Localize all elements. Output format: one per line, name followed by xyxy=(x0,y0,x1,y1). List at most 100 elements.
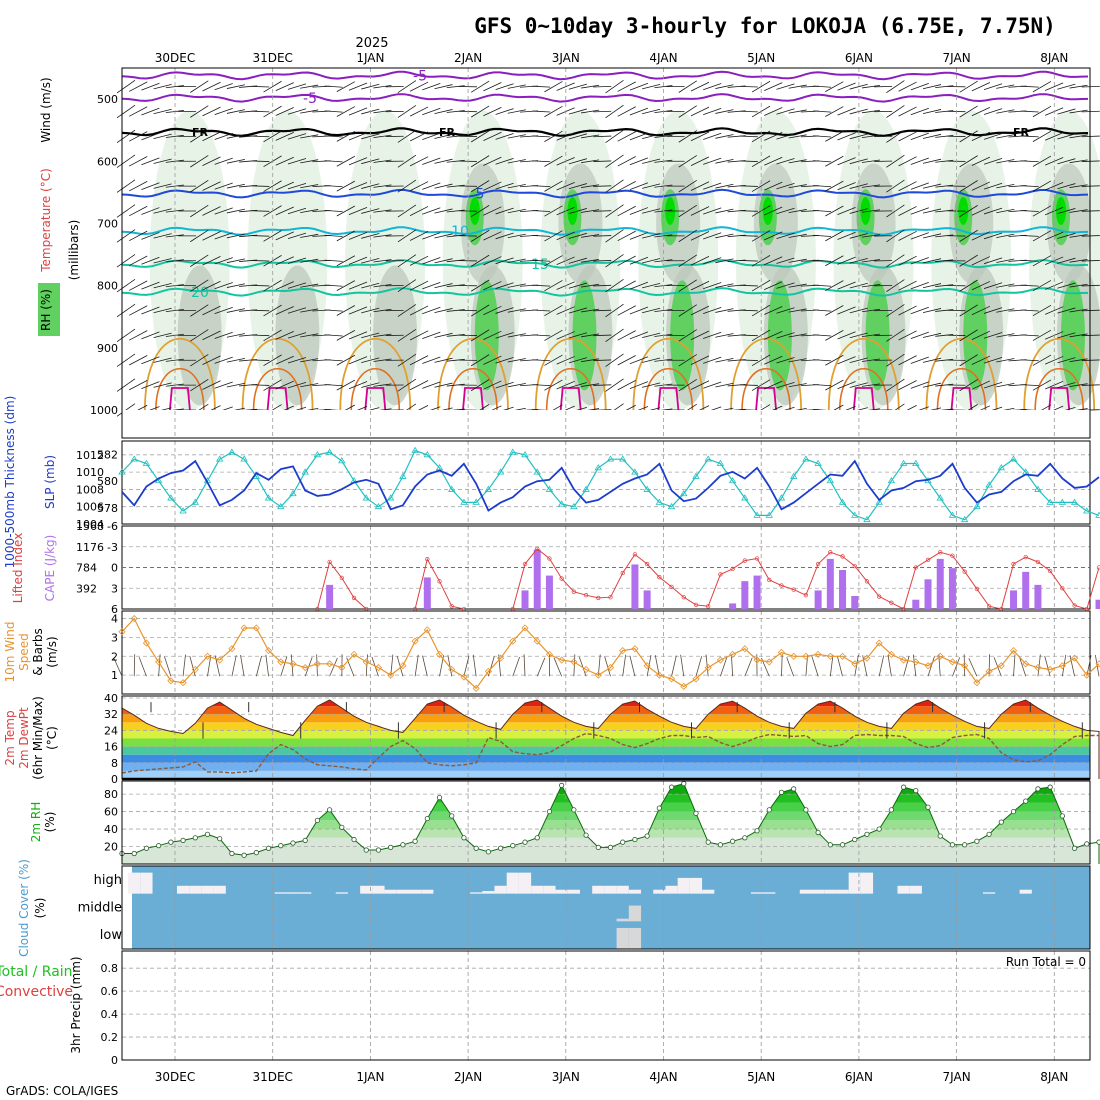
wind-barb-10m xyxy=(422,655,428,677)
dewpoint-line xyxy=(121,732,1099,774)
wind-barb xyxy=(532,284,551,287)
wind-barb xyxy=(153,233,172,239)
wind-barb xyxy=(715,84,734,89)
wind-speed-point xyxy=(643,662,651,670)
wind-barb xyxy=(922,183,942,189)
wind-barb xyxy=(1020,259,1039,262)
wind-barb xyxy=(751,230,771,242)
wind-barb xyxy=(470,155,490,168)
wind-barb xyxy=(409,230,429,241)
cape-bar xyxy=(423,577,431,609)
wind-barb xyxy=(397,254,417,268)
wind-barb xyxy=(202,81,221,92)
wind-barb xyxy=(251,135,270,138)
wind-barb xyxy=(190,130,209,143)
wind-barb xyxy=(764,281,783,291)
isotherm-arc xyxy=(559,387,582,411)
wind-barb xyxy=(348,207,368,216)
wind-barb xyxy=(617,106,636,117)
wind-barb xyxy=(275,256,294,266)
wind-barb-10m xyxy=(536,657,546,677)
wind-barb xyxy=(544,255,563,267)
isotherm-line xyxy=(121,93,1089,103)
rh-point xyxy=(949,842,956,848)
temp-line xyxy=(121,699,1100,779)
wind-barb xyxy=(910,207,929,215)
slp-point xyxy=(936,494,944,501)
wind-barb xyxy=(605,378,624,392)
wind-barb-10m xyxy=(1061,654,1067,677)
wind-speed-point xyxy=(973,679,981,687)
li-point xyxy=(767,577,772,583)
wind-barb-10m xyxy=(523,654,526,677)
wind-barb xyxy=(470,229,490,242)
tick-label: 3 xyxy=(111,631,118,644)
slp-point xyxy=(753,511,761,518)
wind-barb-10m xyxy=(731,654,734,677)
rh-area xyxy=(963,280,988,391)
wind-barb xyxy=(190,229,209,243)
wind-barb xyxy=(825,305,844,316)
wind-barb xyxy=(568,357,587,364)
rh-band xyxy=(122,829,1090,838)
slp-point xyxy=(1083,507,1091,514)
wind-barb xyxy=(568,83,587,90)
wind-barb xyxy=(568,133,587,140)
wind-barb xyxy=(397,129,417,143)
wind-barb xyxy=(776,232,795,240)
rh-point xyxy=(388,844,394,851)
wind-barb xyxy=(849,183,868,189)
rh-point xyxy=(571,807,577,813)
wind-barb xyxy=(605,179,624,193)
wind-speed-point xyxy=(814,650,822,658)
wind-barb xyxy=(1069,159,1088,164)
date-label-top: 30DEC xyxy=(155,51,195,65)
wind-barb-10m xyxy=(189,655,196,677)
wind-barb xyxy=(971,355,991,365)
slp-point xyxy=(619,455,627,462)
wind-barb xyxy=(788,159,807,164)
rh-point xyxy=(314,817,320,823)
cloud-bar-high xyxy=(274,892,287,894)
thickness-line xyxy=(121,459,1100,512)
slp-point xyxy=(912,459,920,466)
rh-point xyxy=(815,829,821,836)
isotherm-arc xyxy=(827,338,900,411)
wind-barb xyxy=(1081,284,1100,287)
wind-barb xyxy=(898,156,917,167)
wind-barb xyxy=(495,83,514,90)
wind-barb xyxy=(495,282,514,289)
wind-barb xyxy=(361,183,380,189)
wind-barb xyxy=(690,106,710,117)
wind-barb-10m xyxy=(912,654,917,677)
axis-label: RH (%) xyxy=(39,289,53,331)
wind-barb xyxy=(581,159,600,164)
tick-label: 16 xyxy=(104,741,118,754)
wind-speed-point xyxy=(655,671,663,679)
wind-barb xyxy=(935,334,954,337)
wind-barb xyxy=(751,180,771,192)
wind-barb xyxy=(1044,82,1064,91)
wind-barb xyxy=(397,80,417,94)
cloud-bar-high xyxy=(677,877,690,894)
wind-barb xyxy=(153,133,172,140)
wind-barb xyxy=(690,380,710,390)
wind-barb xyxy=(1057,282,1076,289)
wind-barb xyxy=(495,307,514,314)
wind-speed-point xyxy=(533,637,541,645)
wind-barb xyxy=(116,279,136,293)
wind-barb-10m xyxy=(472,654,477,677)
wind-barb xyxy=(910,232,929,240)
wind-barb xyxy=(214,108,233,116)
wind-barb xyxy=(898,255,917,266)
rh-band xyxy=(122,785,1090,795)
wind-barb xyxy=(1044,181,1064,191)
wind-barb-10m xyxy=(512,656,520,677)
wind-barb xyxy=(678,329,697,342)
wind-barb xyxy=(788,383,807,388)
wind-barb xyxy=(336,305,356,316)
wind-barb xyxy=(690,206,710,216)
wind-barb xyxy=(788,358,807,363)
rh-point xyxy=(327,807,333,813)
axis-label: Lifted Index xyxy=(11,533,25,604)
